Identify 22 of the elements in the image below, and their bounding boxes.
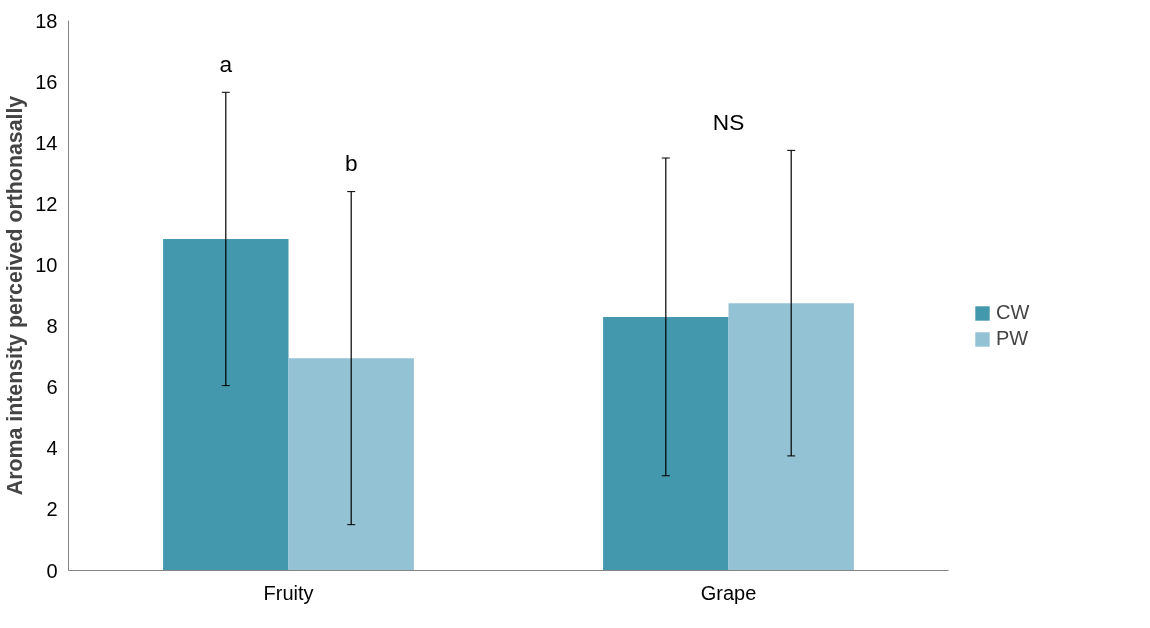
y-tick-label: 14 xyxy=(35,131,58,154)
y-axis-title: Aroma intensity perceived orthonasally xyxy=(3,95,28,496)
annotation: a xyxy=(219,51,233,78)
y-tick-label: 18 xyxy=(35,9,58,32)
y-tick-label: 10 xyxy=(35,253,58,276)
legend-label: CW xyxy=(996,301,1030,324)
bar xyxy=(163,238,289,571)
y-tick-label: 12 xyxy=(35,192,58,215)
x-tick-label: Fruity xyxy=(263,581,314,604)
bar xyxy=(603,316,729,571)
x-tick-label: Grape xyxy=(700,581,757,604)
y-tick-label: 4 xyxy=(46,437,58,460)
bar xyxy=(288,358,414,571)
bar xyxy=(728,303,854,571)
y-tick-label: 16 xyxy=(35,70,58,93)
y-tick-label: 6 xyxy=(46,376,58,399)
annotation: b xyxy=(344,150,358,177)
legend-label: PW xyxy=(996,327,1029,350)
y-tick-label: 8 xyxy=(46,315,58,338)
annotation: NS xyxy=(712,109,745,136)
y-tick-label: 0 xyxy=(46,559,58,582)
y-tick-label: 2 xyxy=(46,498,58,521)
